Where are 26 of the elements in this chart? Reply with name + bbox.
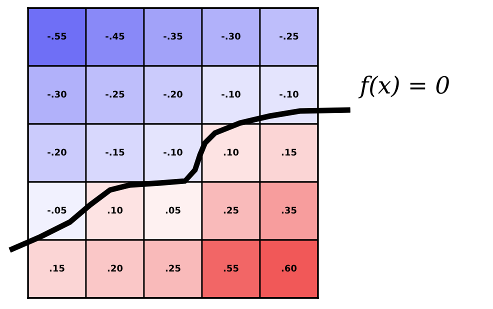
data-label: -.30 (222, 32, 240, 40)
data-label: -.45 (106, 32, 124, 40)
data-label: -.10 (280, 90, 298, 98)
data-label: -.10 (222, 90, 240, 98)
data-label: .55 (224, 264, 238, 272)
data-label: .10 (108, 206, 123, 214)
data-label: .10 (224, 148, 239, 156)
data-label: -.55 (48, 32, 66, 40)
data-label: -.30 (48, 90, 66, 98)
data-label: -.20 (164, 90, 182, 98)
data-label: -.15 (106, 148, 124, 156)
text: f(x) = 0 (358, 76, 449, 98)
data-label: .25 (224, 206, 238, 214)
data-label: -.25 (106, 90, 124, 98)
data-label: .60 (282, 264, 297, 272)
data-label: .20 (108, 264, 123, 272)
data-label: -.20 (48, 148, 66, 156)
data-label: -.35 (164, 32, 182, 40)
data-label: .35 (282, 206, 296, 214)
data-label: .05 (166, 206, 180, 214)
data-label: .15 (282, 148, 296, 156)
data-label: .25 (166, 264, 180, 272)
data-label: -.10 (164, 148, 182, 156)
data-label: .15 (50, 264, 64, 272)
data-label: -.25 (280, 32, 298, 40)
data-label: -.05 (48, 206, 66, 214)
